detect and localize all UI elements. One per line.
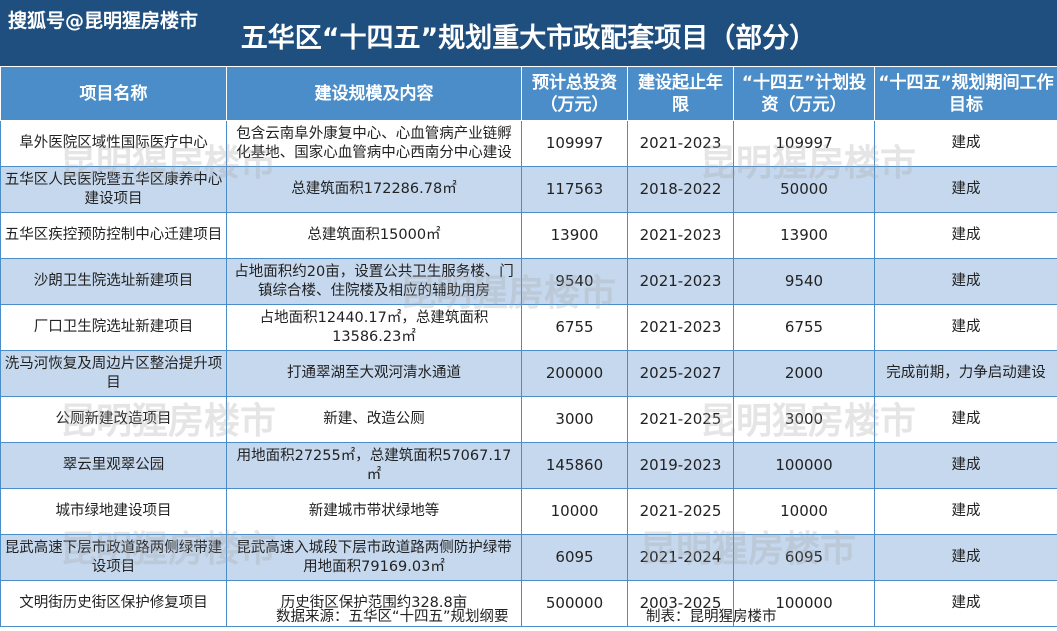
cell-scope: 总建筑面积15000㎡: [226, 212, 522, 259]
cell-name: 文明街历史街区保护修复项目: [0, 580, 227, 627]
data-source-note: 数据来源：五华区“十四五”规划纲要: [276, 609, 509, 625]
cell-total: 3000: [521, 396, 628, 443]
cell-name: 沙朗卫生院选址新建项目: [0, 258, 227, 305]
table-row: 昆武高速下层市政道路两侧绿带建设项目 昆武高速入城段下层市政道路两侧防护绿带用地…: [0, 534, 1057, 581]
cell-years: 2021-2024: [627, 534, 734, 581]
column-header-total: 预计总投资（万元）: [521, 66, 628, 121]
table-row: 五华区人民医院暨五华区康养中心建设项目 总建筑面积172286.78㎡ 1175…: [0, 166, 1057, 213]
cell-years: 2025-2027: [627, 350, 734, 397]
cell-years: 2021-2023: [627, 120, 734, 167]
cell-years: 2018-2022: [627, 166, 734, 213]
cell-goal: 建成: [874, 442, 1057, 489]
cell-plan: 100000: [733, 442, 875, 489]
cell-plan: 13900: [733, 212, 875, 259]
cell-goal: 建成: [874, 534, 1057, 581]
cell-years: 2021-2023: [627, 304, 734, 351]
cell-total: 117563: [521, 166, 628, 213]
cell-plan: 2000: [733, 350, 875, 397]
cell-plan: 100000: [733, 580, 875, 627]
column-header-name: 项目名称: [0, 66, 227, 121]
cell-scope: 用地面积27255㎡，总建筑面积57067.17㎡: [226, 442, 522, 489]
column-header-years: 建设起止年限: [627, 66, 734, 121]
cell-scope: 占地面积约20亩，设置公共卫生服务楼、门镇综合楼、住院楼及相应的辅助用房: [226, 258, 522, 305]
cell-scope: 昆武高速入城段下层市政道路两侧防护绿带用地面积79169.03㎡: [226, 534, 522, 581]
column-header-scope: 建设规模及内容: [226, 66, 522, 121]
cell-scope: 总建筑面积172286.78㎡: [226, 166, 522, 213]
cell-goal: 建成: [874, 304, 1057, 351]
cell-goal: 完成前期，力争启动建设: [874, 350, 1057, 397]
cell-name: 五华区疾控预防控制中心迁建项目: [0, 212, 227, 259]
cell-plan: 10000: [733, 488, 875, 535]
cell-scope: 新建、改造公厕: [226, 396, 522, 443]
cell-plan: 9540: [733, 258, 875, 305]
source-tag: 搜狐号@昆明猩房楼市: [8, 10, 199, 32]
footer: 数据来源：五华区“十四五”规划纲要 制表：昆明猩房楼市: [0, 597, 1057, 631]
table-maker-note: 制表：昆明猩房楼市: [646, 609, 777, 625]
title-banner: 搜狐号@昆明猩房楼市 五华区“十四五”规划重大市政配套项目（部分）: [0, 0, 1057, 66]
cell-total: 13900: [521, 212, 628, 259]
cell-name: 昆武高速下层市政道路两侧绿带建设项目: [0, 534, 227, 581]
cell-goal: 建成: [874, 212, 1057, 259]
cell-plan: 3000: [733, 396, 875, 443]
cell-plan: 6755: [733, 304, 875, 351]
cell-years: 2003-2025: [627, 580, 734, 627]
cell-name: 五华区人民医院暨五华区康养中心建设项目: [0, 166, 227, 213]
cell-years: 2021-2023: [627, 258, 734, 305]
cell-name: 公厕新建改造项目: [0, 396, 227, 443]
cell-total: 200000: [521, 350, 628, 397]
cell-plan: 109997: [733, 120, 875, 167]
table-row: 沙朗卫生院选址新建项目 占地面积约20亩，设置公共卫生服务楼、门镇综合楼、住院楼…: [0, 258, 1057, 305]
cell-name: 厂口卫生院选址新建项目: [0, 304, 227, 351]
cell-total: 109997: [521, 120, 628, 167]
cell-total: 500000: [521, 580, 628, 627]
cell-total: 145860: [521, 442, 628, 489]
column-header-goal: “十四五”规划期间工作目标: [874, 66, 1057, 121]
cell-goal: 建成: [874, 488, 1057, 535]
cell-years: 2021-2025: [627, 488, 734, 535]
table-row: 公厕新建改造项目 新建、改造公厕 3000 2021-2025 3000 建成: [0, 396, 1057, 443]
cell-scope: 包含云南阜外康复中心、心血管病产业链孵化基地、国家心血管病中心西南分中心建设: [226, 120, 522, 167]
cell-name: 阜外医院区域性国际医疗中心: [0, 120, 227, 167]
cell-name: 城市绿地建设项目: [0, 488, 227, 535]
cell-total: 10000: [521, 488, 628, 535]
table-row: 阜外医院区域性国际医疗中心 包含云南阜外康复中心、心血管病产业链孵化基地、国家心…: [0, 120, 1057, 167]
table-row: 五华区疾控预防控制中心迁建项目 总建筑面积15000㎡ 13900 2021-2…: [0, 212, 1057, 259]
cell-total: 6095: [521, 534, 628, 581]
cell-goal: 建成: [874, 258, 1057, 305]
table-row: 厂口卫生院选址新建项目 占地面积12440.17㎡，总建筑面积13586.23㎡…: [0, 304, 1057, 351]
table-row: 城市绿地建设项目 新建城市带状绿地等 10000 2021-2025 10000…: [0, 488, 1057, 535]
cell-scope: 历史街区保护范围约328.8亩: [226, 580, 522, 627]
table-row: 文明街历史街区保护修复项目 历史街区保护范围约328.8亩 500000 200…: [0, 580, 1057, 627]
column-header-plan: “十四五”计划投资（万元）: [733, 66, 875, 121]
cell-total: 6755: [521, 304, 628, 351]
cell-years: 2021-2023: [627, 212, 734, 259]
cell-scope: 占地面积12440.17㎡，总建筑面积13586.23㎡: [226, 304, 522, 351]
page-title: 五华区“十四五”规划重大市政配套项目（部分）: [240, 23, 817, 54]
projects-table: 项目名称 建设规模及内容 预计总投资（万元） 建设起止年限 “十四五”计划投资（…: [0, 66, 1057, 627]
cell-years: 2021-2025: [627, 396, 734, 443]
cell-name: 翠云里观翠公园: [0, 442, 227, 489]
cell-years: 2019-2023: [627, 442, 734, 489]
cell-goal: 建成: [874, 166, 1057, 213]
table-header-row: 项目名称 建设规模及内容 预计总投资（万元） 建设起止年限 “十四五”计划投资（…: [0, 66, 1057, 121]
cell-plan: 6095: [733, 534, 875, 581]
cell-scope: 打通翠湖至大观河清水通道: [226, 350, 522, 397]
cell-plan: 50000: [733, 166, 875, 213]
cell-name: 洗马河恢复及周边片区整治提升项目: [0, 350, 227, 397]
table-row: 翠云里观翠公园 用地面积27255㎡，总建筑面积57067.17㎡ 145860…: [0, 442, 1057, 489]
cell-goal: 建成: [874, 120, 1057, 167]
cell-goal: 建成: [874, 396, 1057, 443]
cell-total: 9540: [521, 258, 628, 305]
table-row: 洗马河恢复及周边片区整治提升项目 打通翠湖至大观河清水通道 200000 202…: [0, 350, 1057, 397]
cell-goal: 建成: [874, 580, 1057, 627]
cell-scope: 新建城市带状绿地等: [226, 488, 522, 535]
